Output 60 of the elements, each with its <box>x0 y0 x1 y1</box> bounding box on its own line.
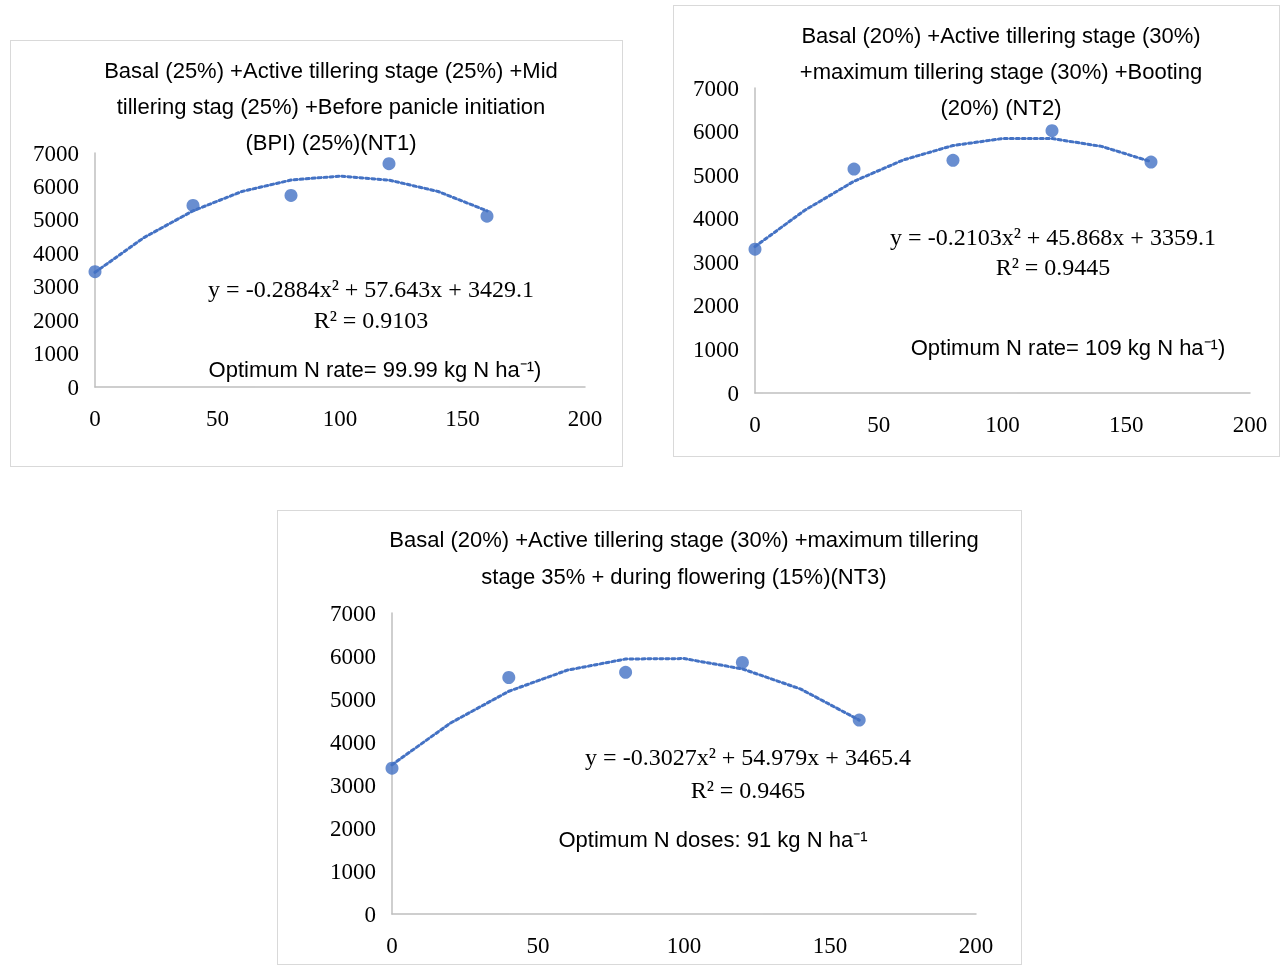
point <box>382 157 396 171</box>
x-tick-label: 50 <box>206 406 229 431</box>
annotation: R² = 0.9465 <box>690 777 806 803</box>
x-tick-label: 200 <box>1232 412 1268 437</box>
y-tick-label: 2000 <box>330 815 376 841</box>
y-tick-label: 5000 <box>33 207 79 233</box>
y-tick-label: 1000 <box>693 336 739 362</box>
x-tick-label: 0 <box>749 412 761 437</box>
x-tick-label: 200 <box>958 933 994 958</box>
x-tick-label: 100 <box>322 406 358 431</box>
point <box>480 209 494 223</box>
y-tick-label: 7000 <box>693 75 739 101</box>
y-tick-label: 4000 <box>330 729 376 755</box>
y-tick-label: 2000 <box>693 293 739 319</box>
chart-title: Basal (25%) +Active tillering stage (25%) +Mid tillering stag (25%) +Before panicle initiation (BPI) (25%)(NT1) <box>103 57 559 157</box>
x-tick-label: 50 <box>867 412 891 437</box>
x-tick-label: 150 <box>445 406 480 431</box>
annotation: y = -0.3027x² + 54.979x + 3465.4 <box>585 744 911 770</box>
y-tick-label: 6000 <box>33 173 79 199</box>
x-tick-label: 0 <box>89 406 101 431</box>
x-tick-label: 0 <box>386 933 398 958</box>
y-tick-label: 5000 <box>330 686 376 712</box>
chart-title: Basal (20%) +Active tillering stage (30%) +maximum tillering stage 35% + during flowering (15%)(NT3) <box>388 526 980 591</box>
y-tick-label: 6000 <box>693 119 739 145</box>
point <box>1045 124 1059 138</box>
y-tick-label: 6000 <box>330 643 376 669</box>
y-tick-label: 7000 <box>330 600 376 626</box>
annotation: y = -0.2884x² + 57.643x + 3429.1 <box>208 276 534 302</box>
x-tick-label: 100 <box>985 412 1020 437</box>
y-tick-label: 4000 <box>693 206 739 232</box>
x-tick-label: 100 <box>666 933 702 958</box>
x-tick-label: 50 <box>526 933 550 958</box>
y-tick-label: 1000 <box>33 341 79 367</box>
y-tick-label: 3000 <box>33 274 79 300</box>
y-tick-label: 1000 <box>330 858 376 884</box>
point <box>847 162 861 176</box>
y-tick-label: 4000 <box>33 240 79 266</box>
annotation: R² = 0.9103 <box>313 307 429 333</box>
x-tick-label: 200 <box>567 406 603 431</box>
point <box>735 655 749 669</box>
y-tick-label: 3000 <box>693 249 739 275</box>
point <box>946 153 960 167</box>
point <box>284 188 298 202</box>
y-tick-label: 2000 <box>33 307 79 333</box>
annotation: Optimum N rate= 109 kg N ha⁻¹) <box>910 334 1226 360</box>
y-tick-label: 3000 <box>330 772 376 798</box>
annotation: R² = 0.9445 <box>995 254 1111 280</box>
x-tick-label: 150 <box>1109 412 1144 437</box>
y-tick-label: 7000 <box>33 140 79 166</box>
annotation: Optimum N rate= 99.99 kg N ha⁻¹) <box>208 356 542 382</box>
y-tick-label: 0 <box>364 901 376 927</box>
point <box>619 665 633 679</box>
y-tick-label: 0 <box>67 374 79 400</box>
y-tick-label: 5000 <box>693 162 739 188</box>
x-tick-label: 150 <box>812 933 848 958</box>
y-tick-label: 0 <box>727 380 739 406</box>
chart-title: Basal (20%) +Active tillering stage (30%) +maximum tillering stage (30%) +Booting (20%) (NT2) <box>798 22 1204 122</box>
annotation: Optimum N doses: 91 kg N ha⁻¹ <box>558 826 868 852</box>
point <box>502 671 516 684</box>
annotation: y = -0.2103x² + 45.868x + 3359.1 <box>890 224 1216 250</box>
